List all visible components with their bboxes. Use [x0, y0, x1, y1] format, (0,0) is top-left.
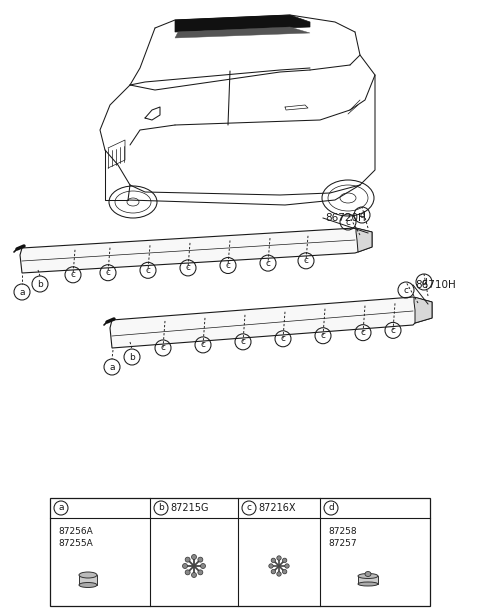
Text: 87215G: 87215G	[170, 503, 208, 513]
Text: c: c	[226, 261, 230, 270]
Text: c: c	[201, 340, 205, 349]
Text: a: a	[58, 504, 64, 512]
Ellipse shape	[79, 572, 97, 578]
Text: 86710H: 86710H	[415, 280, 456, 290]
Text: 87216X: 87216X	[258, 503, 296, 513]
Polygon shape	[175, 27, 310, 38]
Text: c: c	[391, 326, 396, 335]
Text: d: d	[421, 277, 427, 287]
Circle shape	[277, 556, 281, 560]
Polygon shape	[79, 575, 97, 585]
Circle shape	[285, 564, 289, 568]
Ellipse shape	[365, 571, 371, 576]
Circle shape	[269, 564, 273, 568]
Text: c: c	[280, 335, 286, 343]
Polygon shape	[110, 297, 432, 348]
Text: b: b	[158, 504, 164, 512]
Circle shape	[185, 557, 190, 562]
Text: c: c	[265, 258, 271, 268]
Text: c: c	[247, 504, 252, 512]
Text: c: c	[145, 266, 151, 275]
Text: c: c	[404, 285, 408, 295]
Text: c: c	[240, 338, 245, 346]
Text: 87257: 87257	[328, 539, 357, 549]
Text: 87256A: 87256A	[58, 528, 93, 536]
Circle shape	[282, 558, 287, 563]
Circle shape	[277, 572, 281, 576]
Circle shape	[201, 563, 205, 568]
Text: c: c	[346, 218, 350, 226]
Text: c: c	[185, 263, 191, 272]
Text: c: c	[303, 256, 309, 265]
Text: d: d	[359, 210, 365, 220]
Text: c: c	[160, 343, 166, 352]
Ellipse shape	[79, 582, 97, 587]
Text: 86720H: 86720H	[325, 213, 366, 223]
Text: 87258: 87258	[328, 528, 357, 536]
Text: a: a	[19, 287, 25, 296]
Text: d: d	[328, 504, 334, 512]
Circle shape	[198, 570, 203, 575]
Polygon shape	[414, 297, 432, 323]
Text: c: c	[360, 328, 365, 337]
Text: b: b	[129, 352, 135, 362]
Circle shape	[185, 570, 190, 575]
Text: a: a	[109, 362, 115, 371]
Circle shape	[192, 555, 196, 560]
Text: b: b	[37, 279, 43, 288]
Text: 87255A: 87255A	[58, 539, 93, 549]
Text: c: c	[321, 331, 325, 340]
Ellipse shape	[358, 574, 378, 579]
Circle shape	[271, 569, 276, 574]
Circle shape	[271, 558, 276, 563]
Circle shape	[282, 569, 287, 574]
Polygon shape	[356, 228, 372, 252]
Polygon shape	[175, 15, 310, 32]
Ellipse shape	[358, 582, 378, 586]
Polygon shape	[358, 576, 378, 584]
Circle shape	[198, 557, 203, 562]
Circle shape	[192, 573, 196, 577]
Polygon shape	[20, 228, 372, 273]
Text: c: c	[71, 271, 75, 279]
Text: c: c	[106, 268, 110, 277]
Circle shape	[182, 563, 188, 568]
